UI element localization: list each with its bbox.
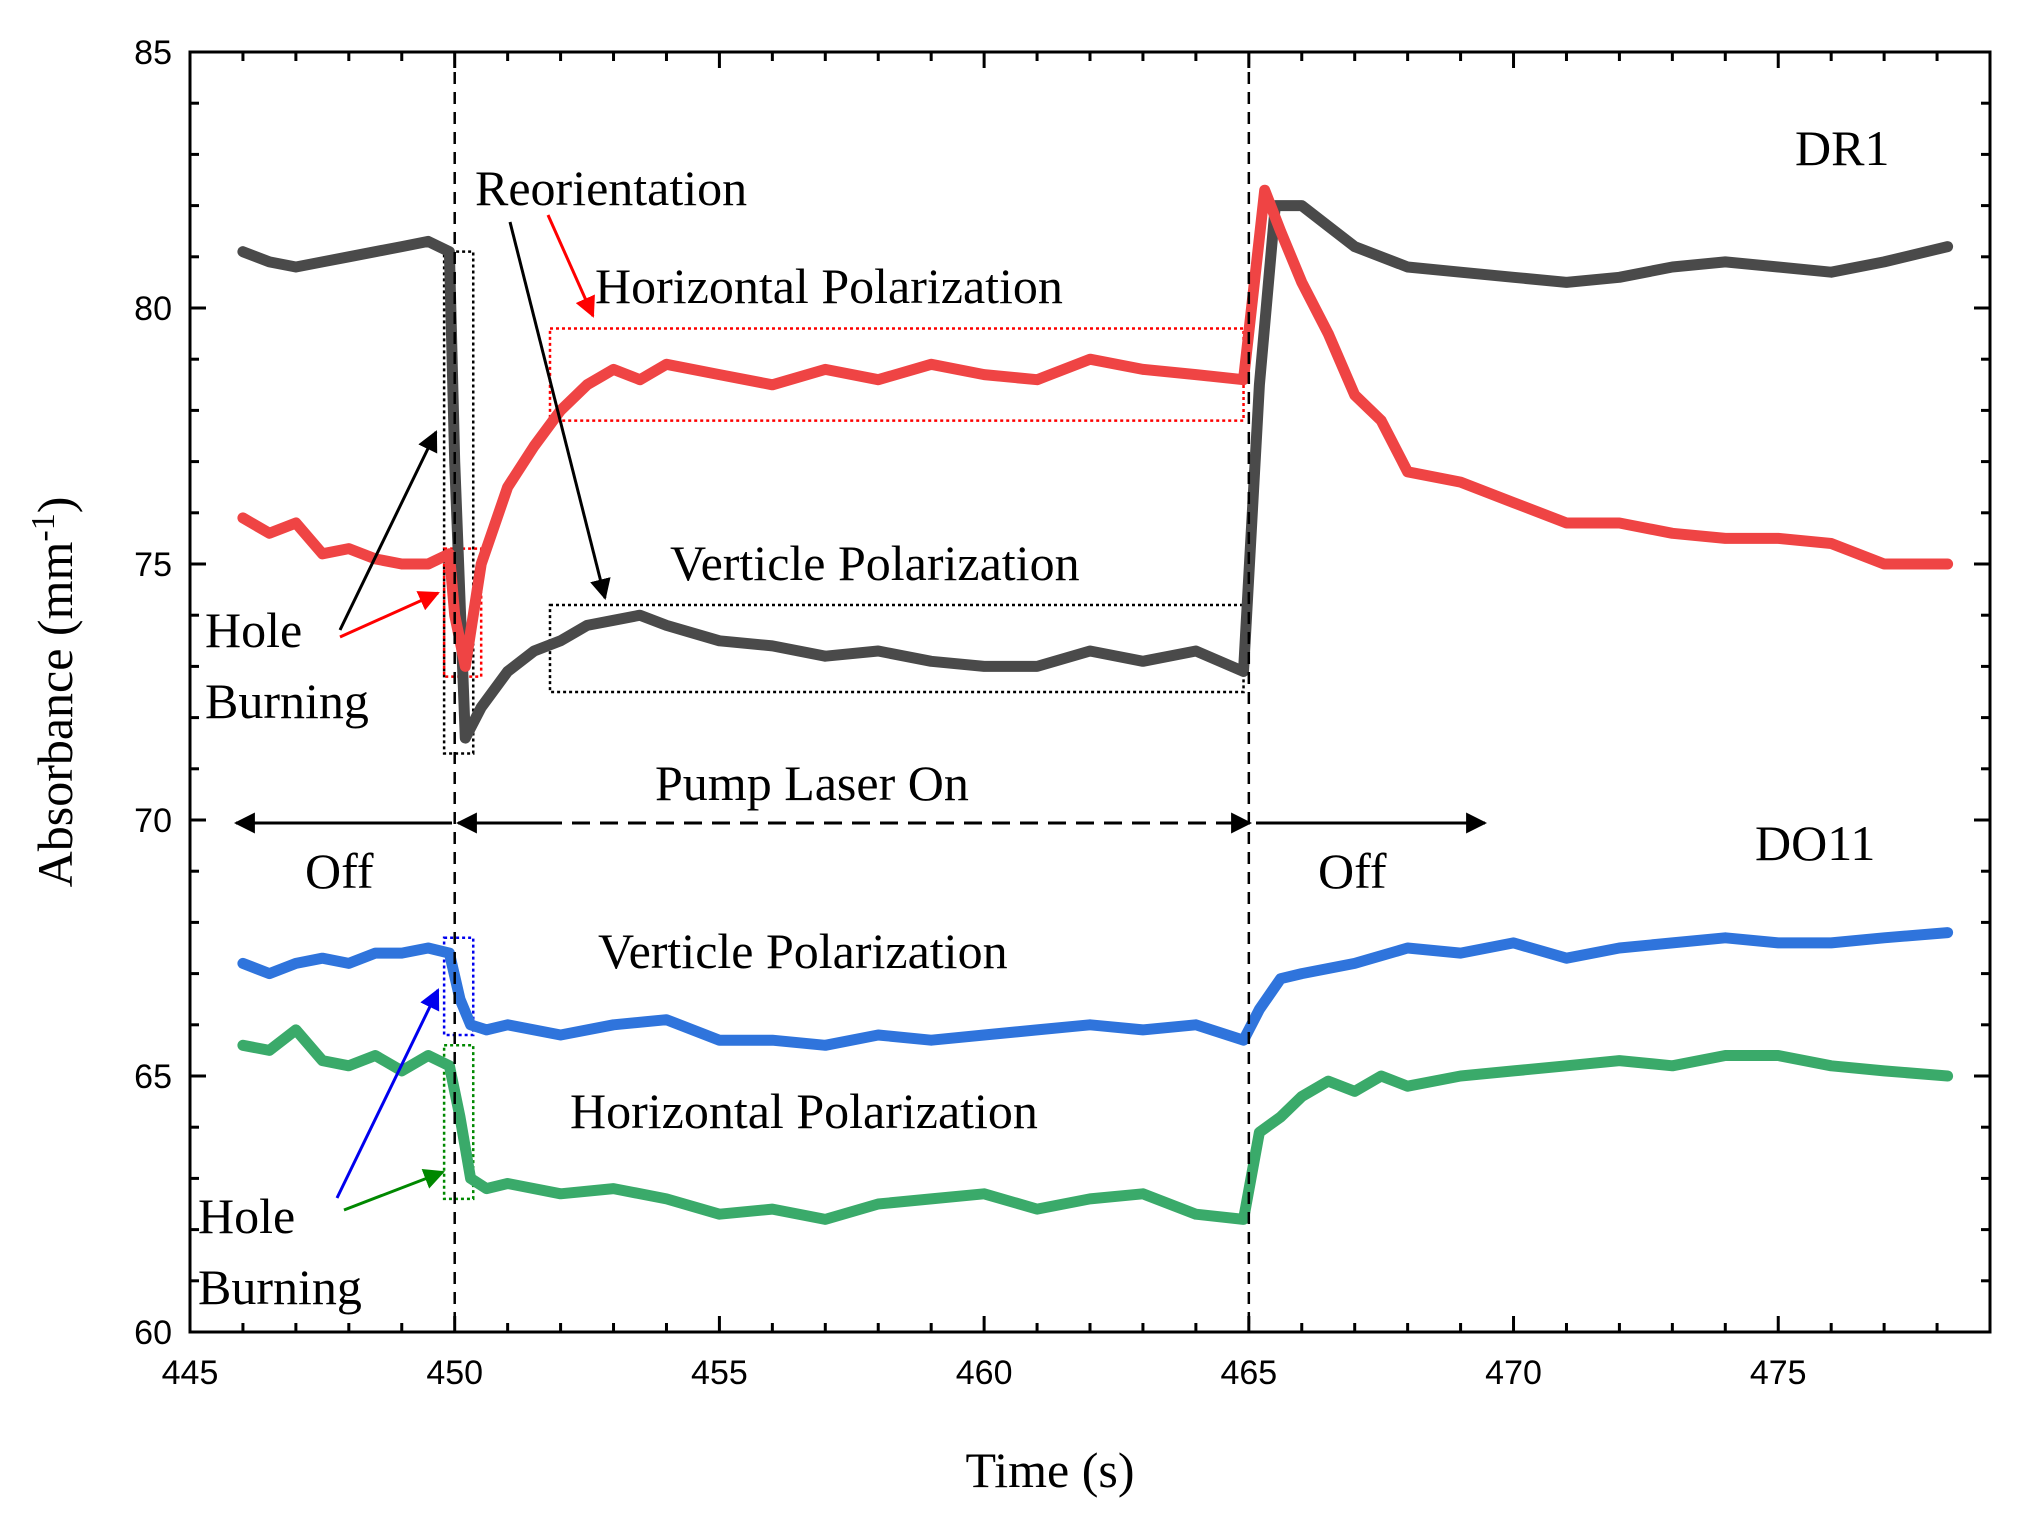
y-tick-label: 65 (134, 1058, 172, 1096)
series-line-dr1_vertical (237, 200, 1954, 744)
label-horizontal-polarization-do11: Horizontal Polarization (570, 1083, 1038, 1139)
label-do11: DO11 (1755, 815, 1875, 871)
label-hole-burning-dr1-1: Hole (205, 602, 302, 658)
y-tick-label: 85 (134, 34, 172, 72)
label-hole-burning-do11-2: Burning (198, 1259, 362, 1315)
label-pump-laser-on: Pump Laser On (655, 755, 969, 811)
x-tick-label: 460 (956, 1354, 1013, 1392)
series-line-dr1_horizontal (237, 184, 1954, 672)
arrow-hole-dr1-red (339, 591, 440, 639)
x-tick-label: 475 (1750, 1354, 1807, 1392)
x-tick-label: 470 (1485, 1354, 1542, 1392)
y-tick-label: 80 (134, 290, 172, 328)
arrow-hole-dr1-black (338, 430, 438, 631)
arrow-reorientation-horizontal (546, 214, 595, 318)
highlight-box_do11_v_hole (442, 936, 475, 1037)
arrow-hole-do11-green (343, 1168, 445, 1212)
label-hole-burning-do11-1: Hole (198, 1188, 295, 1244)
y-tick-label: 60 (134, 1314, 172, 1352)
x-axis-title: Time (s) (965, 1442, 1134, 1498)
x-tick-label: 455 (691, 1354, 748, 1392)
label-verticle-polarization-dr1: Verticle Polarization (670, 535, 1080, 591)
x-tick-label: 450 (426, 1354, 483, 1392)
label-verticle-polarization-do11: Verticle Polarization (598, 923, 1008, 979)
series-line-do11_vertical (237, 927, 1954, 1051)
y-tick-label: 75 (134, 546, 172, 584)
label-dr1: DR1 (1795, 120, 1889, 176)
label-hole-burning-dr1-2: Burning (205, 673, 369, 729)
arrow-reorientation-vertical (508, 221, 611, 601)
x-tick-label: 465 (1220, 1354, 1277, 1392)
y-axis-title: Absorbance (mm-1) (25, 497, 83, 888)
y-tick-label: 70 (134, 802, 172, 840)
x-tick-label: 445 (162, 1354, 219, 1392)
highlight-box_dr1_v_hole (442, 250, 475, 755)
label-off-left: Off (305, 843, 374, 899)
label-reorientation: Reorientation (475, 160, 747, 216)
label-off-right: Off (1318, 843, 1387, 899)
highlight-box_do11_h_hole (442, 1044, 475, 1201)
arrow-hole-do11-blue (335, 988, 440, 1199)
label-horizontal-polarization-dr1: Horizontal Polarization (595, 258, 1063, 314)
series-line-do11_horizontal (237, 1024, 1954, 1225)
